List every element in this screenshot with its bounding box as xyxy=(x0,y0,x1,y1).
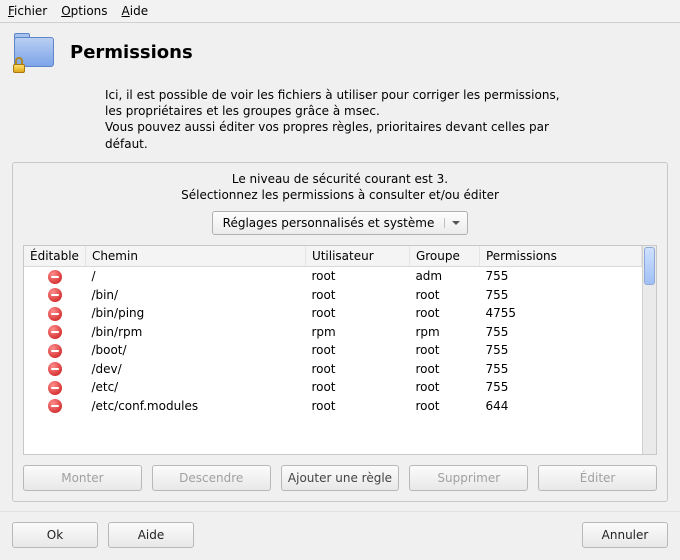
group-cell: root xyxy=(409,360,479,379)
user-cell: root xyxy=(305,360,409,379)
table-row[interactable]: /boot/rootroot755 xyxy=(24,341,642,360)
cancel-button[interactable]: Annuler xyxy=(582,522,668,548)
not-editable-icon xyxy=(48,325,62,339)
editable-cell xyxy=(24,397,85,416)
editable-cell xyxy=(24,378,85,397)
lock-icon xyxy=(11,57,27,73)
path-cell: /bin/ xyxy=(85,286,305,305)
path-cell: /boot/ xyxy=(85,341,305,360)
permissions-folder-icon xyxy=(14,33,56,71)
group-cell: root xyxy=(409,304,479,323)
intro-text: Ici, il est possible de voir les fichier… xyxy=(105,87,575,152)
perms-cell: 644 xyxy=(479,397,641,416)
not-editable-icon xyxy=(48,399,62,413)
not-editable-icon xyxy=(48,288,62,302)
scrollbar-thumb[interactable] xyxy=(644,247,655,285)
row-action-buttons: Monter Descendre Ajouter une règle Suppr… xyxy=(23,465,657,491)
not-editable-icon xyxy=(48,270,62,284)
combo-selected-label: Réglages personnalisés et système xyxy=(223,216,435,230)
table-row[interactable]: /bin/rpmrpmrpm755 xyxy=(24,323,642,342)
perms-cell: 755 xyxy=(479,323,641,342)
move-up-button[interactable]: Monter xyxy=(23,465,142,491)
editable-cell xyxy=(24,286,85,305)
group-cell: root xyxy=(409,341,479,360)
perms-cell: 755 xyxy=(479,378,641,397)
path-cell: /bin/rpm xyxy=(85,323,305,342)
col-user[interactable]: Utilisateur xyxy=(305,246,409,267)
group-cell: root xyxy=(409,286,479,305)
permissions-panel: Le niveau de sécurité courant est 3. Sél… xyxy=(12,162,668,502)
group-cell: rpm xyxy=(409,323,479,342)
editable-cell xyxy=(24,360,85,379)
not-editable-icon xyxy=(48,381,62,395)
group-cell: root xyxy=(409,378,479,397)
col-group[interactable]: Groupe xyxy=(409,246,479,267)
group-cell: adm xyxy=(409,267,479,286)
perms-cell: 755 xyxy=(479,267,641,286)
user-cell: root xyxy=(305,397,409,416)
editable-cell xyxy=(24,323,85,342)
user-cell: root xyxy=(305,304,409,323)
path-cell: / xyxy=(85,267,305,286)
table-row[interactable]: /bin/rootroot755 xyxy=(24,286,642,305)
path-cell: /dev/ xyxy=(85,360,305,379)
dialog-footer: Ok Aide Annuler xyxy=(0,511,680,560)
not-editable-icon xyxy=(48,362,62,376)
help-button[interactable]: Aide xyxy=(108,522,194,548)
table-row[interactable]: /rootadm755 xyxy=(24,267,642,286)
path-cell: /etc/ xyxy=(85,378,305,397)
path-cell: /bin/ping xyxy=(85,304,305,323)
col-editable[interactable]: Éditable xyxy=(24,246,85,267)
table-header-row: Éditable Chemin Utilisateur Groupe Permi… xyxy=(24,246,642,267)
path-cell: /etc/conf.modules xyxy=(85,397,305,416)
table-row[interactable]: /dev/rootroot755 xyxy=(24,360,642,379)
move-down-button[interactable]: Descendre xyxy=(152,465,271,491)
perms-cell: 755 xyxy=(479,286,641,305)
group-cell: root xyxy=(409,397,479,416)
user-cell: root xyxy=(305,267,409,286)
not-editable-icon xyxy=(48,307,62,321)
perms-cell: 755 xyxy=(479,360,641,379)
page-title: Permissions xyxy=(70,42,193,63)
menu-options[interactable]: Options xyxy=(61,4,107,18)
perms-cell: 4755 xyxy=(479,304,641,323)
user-cell: rpm xyxy=(305,323,409,342)
editable-cell xyxy=(24,341,85,360)
menubar: Fichier Options Aide xyxy=(0,0,680,23)
add-rule-button[interactable]: Ajouter une règle xyxy=(281,465,400,491)
col-perms[interactable]: Permissions xyxy=(479,246,641,267)
chevron-down-icon xyxy=(444,218,461,228)
table-row[interactable]: /bin/pingrootroot4755 xyxy=(24,304,642,323)
permissions-table: Éditable Chemin Utilisateur Groupe Permi… xyxy=(23,245,657,455)
menu-file[interactable]: Fichier xyxy=(8,4,47,18)
editable-cell xyxy=(24,304,85,323)
menu-help[interactable]: Aide xyxy=(122,4,149,18)
user-cell: root xyxy=(305,341,409,360)
vertical-scrollbar[interactable] xyxy=(642,246,656,454)
ok-button[interactable]: Ok xyxy=(12,522,98,548)
col-path[interactable]: Chemin xyxy=(85,246,305,267)
not-editable-icon xyxy=(48,344,62,358)
table-row[interactable]: /etc/conf.modulesrootroot644 xyxy=(24,397,642,416)
edit-button[interactable]: Éditer xyxy=(538,465,657,491)
security-level-text: Le niveau de sécurité courant est 3. Sél… xyxy=(23,171,657,203)
settings-scope-combo[interactable]: Réglages personnalisés et système xyxy=(212,211,469,235)
perms-cell: 755 xyxy=(479,341,641,360)
table-row[interactable]: /etc/rootroot755 xyxy=(24,378,642,397)
user-cell: root xyxy=(305,286,409,305)
editable-cell xyxy=(24,267,85,286)
header: Permissions xyxy=(0,23,680,81)
delete-button[interactable]: Supprimer xyxy=(409,465,528,491)
user-cell: root xyxy=(305,378,409,397)
